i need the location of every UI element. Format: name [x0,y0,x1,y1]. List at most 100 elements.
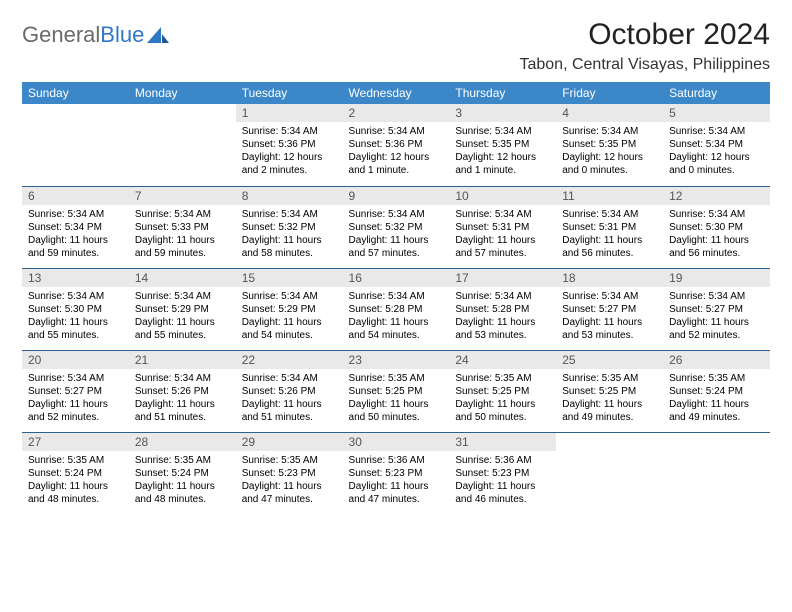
calendar-cell [663,432,770,514]
day-number: 21 [129,351,236,369]
daylight-text: Daylight: 11 hours and 50 minutes. [455,398,550,424]
day-number: 5 [663,104,770,122]
daylight-text: Daylight: 11 hours and 54 minutes. [349,316,444,342]
sunset-text: Sunset: 5:36 PM [349,138,444,151]
weekday-header: Thursday [449,82,556,104]
calendar-week: 27Sunrise: 5:35 AMSunset: 5:24 PMDayligh… [22,432,770,514]
calendar-cell [22,104,129,186]
weekday-header: Wednesday [343,82,450,104]
day-body: Sunrise: 5:34 AMSunset: 5:26 PMDaylight:… [129,369,236,428]
sunset-text: Sunset: 5:29 PM [135,303,230,316]
day-number: 4 [556,104,663,122]
title-block: October 2024 Tabon, Central Visayas, Phi… [519,18,770,74]
day-body: Sunrise: 5:34 AMSunset: 5:36 PMDaylight:… [236,122,343,181]
daylight-text: Daylight: 12 hours and 0 minutes. [669,151,764,177]
daylight-text: Daylight: 11 hours and 57 minutes. [349,234,444,260]
sunrise-text: Sunrise: 5:36 AM [455,454,550,467]
sunrise-text: Sunrise: 5:34 AM [242,125,337,138]
calendar-cell: 26Sunrise: 5:35 AMSunset: 5:24 PMDayligh… [663,350,770,432]
calendar-cell: 7Sunrise: 5:34 AMSunset: 5:33 PMDaylight… [129,186,236,268]
weekday-header: Monday [129,82,236,104]
location: Tabon, Central Visayas, Philippines [519,56,770,74]
calendar-cell: 31Sunrise: 5:36 AMSunset: 5:23 PMDayligh… [449,432,556,514]
sunrise-text: Sunrise: 5:34 AM [669,208,764,221]
day-number: 19 [663,269,770,287]
calendar-cell: 5Sunrise: 5:34 AMSunset: 5:34 PMDaylight… [663,104,770,186]
daylight-text: Daylight: 11 hours and 59 minutes. [28,234,123,260]
day-body: Sunrise: 5:34 AMSunset: 5:34 PMDaylight:… [22,205,129,264]
calendar-cell: 18Sunrise: 5:34 AMSunset: 5:27 PMDayligh… [556,268,663,350]
day-number: 23 [343,351,450,369]
calendar-cell: 3Sunrise: 5:34 AMSunset: 5:35 PMDaylight… [449,104,556,186]
sunrise-text: Sunrise: 5:34 AM [242,290,337,303]
calendar-cell: 17Sunrise: 5:34 AMSunset: 5:28 PMDayligh… [449,268,556,350]
sunset-text: Sunset: 5:36 PM [242,138,337,151]
daylight-text: Daylight: 11 hours and 59 minutes. [135,234,230,260]
calendar-cell: 27Sunrise: 5:35 AMSunset: 5:24 PMDayligh… [22,432,129,514]
daylight-text: Daylight: 11 hours and 47 minutes. [242,480,337,506]
calendar-cell: 19Sunrise: 5:34 AMSunset: 5:27 PMDayligh… [663,268,770,350]
logo-part1: General [22,22,100,48]
day-number: 9 [343,187,450,205]
day-body: Sunrise: 5:34 AMSunset: 5:28 PMDaylight:… [449,287,556,346]
day-body: Sunrise: 5:34 AMSunset: 5:26 PMDaylight:… [236,369,343,428]
day-number: 31 [449,433,556,451]
daylight-text: Daylight: 11 hours and 50 minutes. [349,398,444,424]
sunset-text: Sunset: 5:32 PM [349,221,444,234]
calendar-cell: 9Sunrise: 5:34 AMSunset: 5:32 PMDaylight… [343,186,450,268]
weekday-header: Tuesday [236,82,343,104]
calendar-cell: 30Sunrise: 5:36 AMSunset: 5:23 PMDayligh… [343,432,450,514]
sunrise-text: Sunrise: 5:34 AM [242,208,337,221]
daylight-text: Daylight: 11 hours and 49 minutes. [562,398,657,424]
sunrise-text: Sunrise: 5:35 AM [455,372,550,385]
logo-part2: Blue [100,22,144,48]
sunset-text: Sunset: 5:23 PM [242,467,337,480]
day-body: Sunrise: 5:35 AMSunset: 5:23 PMDaylight:… [236,451,343,510]
calendar-cell: 13Sunrise: 5:34 AMSunset: 5:30 PMDayligh… [22,268,129,350]
sunset-text: Sunset: 5:24 PM [135,467,230,480]
sunset-text: Sunset: 5:35 PM [455,138,550,151]
weekday-header: Saturday [663,82,770,104]
sunrise-text: Sunrise: 5:34 AM [28,372,123,385]
day-body: Sunrise: 5:34 AMSunset: 5:30 PMDaylight:… [663,205,770,264]
day-body: Sunrise: 5:34 AMSunset: 5:31 PMDaylight:… [449,205,556,264]
month-title: October 2024 [519,18,770,52]
calendar-cell: 10Sunrise: 5:34 AMSunset: 5:31 PMDayligh… [449,186,556,268]
sunrise-text: Sunrise: 5:34 AM [562,208,657,221]
sunset-text: Sunset: 5:26 PM [135,385,230,398]
calendar-cell: 21Sunrise: 5:34 AMSunset: 5:26 PMDayligh… [129,350,236,432]
day-body: Sunrise: 5:35 AMSunset: 5:24 PMDaylight:… [129,451,236,510]
sunset-text: Sunset: 5:24 PM [669,385,764,398]
day-number: 2 [343,104,450,122]
calendar-cell: 8Sunrise: 5:34 AMSunset: 5:32 PMDaylight… [236,186,343,268]
sunset-text: Sunset: 5:23 PM [455,467,550,480]
day-body: Sunrise: 5:35 AMSunset: 5:25 PMDaylight:… [449,369,556,428]
logo: GeneralBlue [22,18,169,48]
day-body: Sunrise: 5:34 AMSunset: 5:36 PMDaylight:… [343,122,450,181]
calendar-week: 13Sunrise: 5:34 AMSunset: 5:30 PMDayligh… [22,268,770,350]
day-body: Sunrise: 5:36 AMSunset: 5:23 PMDaylight:… [343,451,450,510]
day-body: Sunrise: 5:34 AMSunset: 5:30 PMDaylight:… [22,287,129,346]
calendar-cell: 1Sunrise: 5:34 AMSunset: 5:36 PMDaylight… [236,104,343,186]
day-number: 24 [449,351,556,369]
day-number: 10 [449,187,556,205]
calendar-cell: 6Sunrise: 5:34 AMSunset: 5:34 PMDaylight… [22,186,129,268]
sunset-text: Sunset: 5:27 PM [669,303,764,316]
day-number: 8 [236,187,343,205]
logo-sail-icon [147,26,169,44]
day-number: 11 [556,187,663,205]
sunset-text: Sunset: 5:31 PM [455,221,550,234]
day-number: 12 [663,187,770,205]
calendar-cell: 28Sunrise: 5:35 AMSunset: 5:24 PMDayligh… [129,432,236,514]
sunrise-text: Sunrise: 5:34 AM [242,372,337,385]
daylight-text: Daylight: 11 hours and 54 minutes. [242,316,337,342]
daylight-text: Daylight: 11 hours and 51 minutes. [135,398,230,424]
daylight-text: Daylight: 11 hours and 53 minutes. [455,316,550,342]
sunset-text: Sunset: 5:34 PM [28,221,123,234]
day-number: 26 [663,351,770,369]
day-number: 15 [236,269,343,287]
day-body: Sunrise: 5:34 AMSunset: 5:35 PMDaylight:… [556,122,663,181]
sunrise-text: Sunrise: 5:34 AM [135,372,230,385]
day-number: 14 [129,269,236,287]
sunset-text: Sunset: 5:33 PM [135,221,230,234]
